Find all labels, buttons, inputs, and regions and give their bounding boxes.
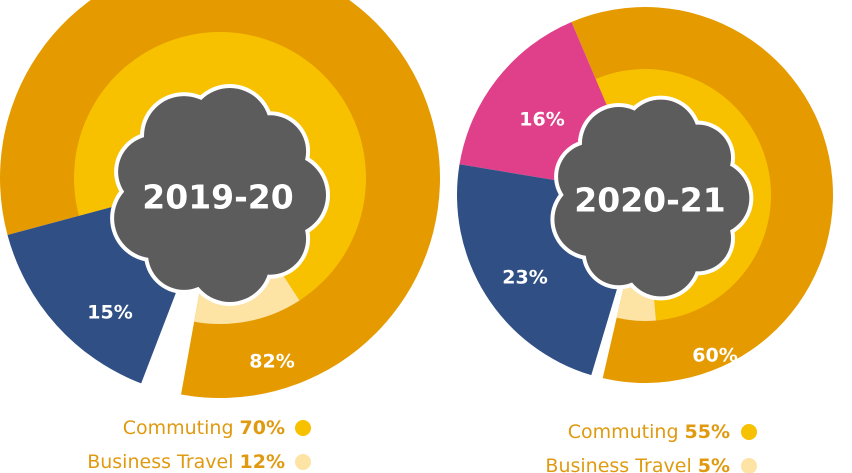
legend-name: Commuting [123, 417, 234, 439]
cloud-body [138, 115, 298, 275]
value-label: 15% [87, 302, 132, 324]
pie-chart: 2019-20 82% 15% Commuting 70% Business Travel… [0, 0, 440, 473]
pie-chart: 2020-21 60% 16% 23% Commuting 55% Business Tra… [456, 7, 834, 473]
legend-swatch [741, 424, 757, 440]
legend-entry: Business Travel 5% [545, 455, 730, 473]
legend-value: 5% [698, 455, 730, 473]
legend-value: 12% [240, 451, 285, 473]
legend-entry: Commuting 55% [568, 421, 730, 443]
legend-value: 55% [685, 421, 730, 443]
cloud [110, 84, 330, 306]
cloud [550, 95, 754, 301]
legend-entry: Commuting 70% [123, 417, 285, 439]
cloud-body [576, 124, 724, 272]
legend-swatch [295, 420, 311, 436]
legend-swatch [295, 454, 311, 470]
legend-name: Business Travel [87, 451, 233, 473]
legend-name: Commuting [568, 421, 679, 443]
legend-value: 70% [240, 417, 285, 439]
legend-entry: Business Travel 12% [87, 451, 285, 473]
value-label: 23% [502, 267, 547, 289]
value-label: 82% [249, 351, 294, 373]
value-label: 60% [692, 345, 737, 367]
value-label: 16% [519, 109, 564, 131]
chart-title: 2020-21 [574, 181, 725, 220]
legend-swatch [741, 458, 757, 473]
legend-name: Business Travel [545, 455, 691, 473]
chart-title: 2019-20 [142, 178, 293, 217]
